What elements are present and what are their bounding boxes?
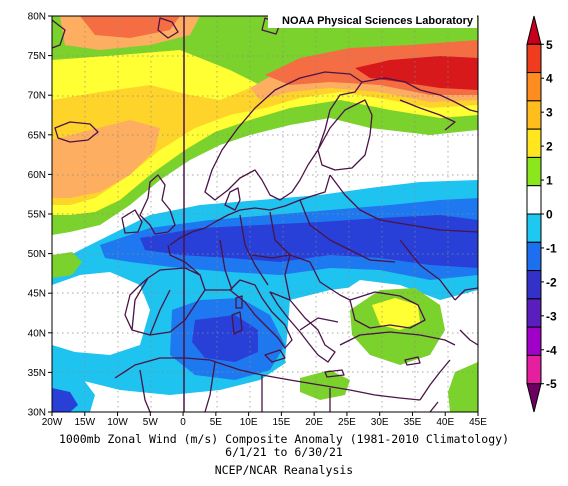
lat-tick-label: 70N (28, 91, 46, 102)
colorbar-swatch (526, 383, 542, 413)
lon-tick-label: 0 (180, 417, 186, 428)
longitude-axis: 20W 15W 10W 5W 0 5E 10E 15E 20E 25E 30E 35E 40E 45E (42, 412, 487, 428)
lat-tick-label: 60N (28, 170, 46, 181)
colorbar-label: 4 (546, 72, 553, 86)
positive-core-red (355, 56, 478, 90)
lon-tick-label: 25E (338, 417, 356, 428)
lon-tick-label: 15W (74, 417, 95, 428)
negative-patch-southwest-blue (52, 388, 78, 412)
colorbar-swatch (526, 128, 542, 158)
colorbar-label: 5 (546, 38, 553, 52)
caption-source: NCEP/NCAR Reanalysis (214, 463, 354, 477)
colorbar-label: -4 (546, 343, 557, 357)
colorbar-swatch (526, 241, 542, 272)
colorbar-swatch (526, 326, 542, 356)
lat-tick-label: 30N (28, 408, 46, 419)
colorbar-label: 3 (546, 106, 553, 120)
lon-tick-label: 15E (272, 417, 290, 428)
anomaly-field (52, 16, 478, 412)
colorbar-swatch (526, 43, 542, 74)
coastlines (52, 17, 478, 412)
lat-tick-label: 35N (28, 368, 46, 379)
lat-tick-label: 45N (28, 289, 46, 300)
graticule (52, 16, 478, 412)
lon-tick-label: 5E (210, 417, 223, 428)
lon-tick-label: 40E (436, 417, 454, 428)
colorbar: 5 4 3 2 1 0 -1 -2 -3 -4 -5 (526, 15, 557, 413)
negative-core-dark-blue (140, 215, 478, 268)
lon-tick-label: 20E (305, 417, 323, 428)
latitude-axis: 30N 35N 40N 45N 50N 55N 60N 65N 70N 75N 80N (28, 12, 52, 419)
positive-patch-atlantic (52, 252, 82, 278)
colorbar-label: 2 (546, 140, 553, 154)
colorbar-label: -3 (546, 309, 557, 323)
lon-tick-label: 35E (404, 417, 422, 428)
lat-tick-label: 80N (28, 12, 46, 23)
positive-top-red-orange (80, 16, 180, 38)
lat-tick-label: 40N (28, 328, 46, 339)
caption-title: 1000mb Zonal Wind (m/s) Composite Anomal… (58, 432, 510, 446)
colorbar-swatch (526, 298, 542, 328)
colorbar-swatch (526, 156, 542, 187)
colorbar-swatch (526, 270, 542, 300)
lat-tick-label: 50N (28, 249, 46, 260)
colorbar-label: -1 (546, 241, 557, 255)
lon-tick-label: 10W (107, 417, 128, 428)
colorbar-swatch (526, 100, 542, 130)
colorbar-swatch (526, 354, 542, 385)
colorbar-label: -2 (546, 275, 557, 289)
colorbar-label: 0 (546, 208, 553, 222)
positive-patch-turkey-yellow (372, 298, 420, 330)
lon-tick-label: 45E (469, 417, 487, 428)
lon-tick-label: 5W (143, 417, 159, 428)
colorbar-swatch (526, 213, 542, 243)
colorbar-label: 1 (546, 174, 553, 188)
zero-gap-iberia (52, 272, 150, 355)
credit-label: NOAA Physical Sciences Laboratory (268, 14, 477, 28)
positive-patch-east (448, 362, 478, 412)
lat-tick-label: 65N (28, 130, 46, 141)
colorbar-swatch (526, 15, 542, 45)
colorbar-label: -5 (546, 377, 557, 391)
lon-tick-label: 20W (42, 417, 63, 428)
colorbar-swatch (526, 72, 542, 102)
positive-patch-north-africa (300, 370, 350, 400)
lat-tick-label: 75N (28, 51, 46, 62)
colorbar-swatch (526, 185, 542, 215)
lon-tick-label: 10E (240, 417, 258, 428)
positive-band-gold (52, 55, 478, 205)
caption-date-range: 6/1/21 to 6/30/21 (225, 445, 343, 459)
lat-tick-label: 55N (28, 210, 46, 221)
lon-tick-label: 30E (371, 417, 389, 428)
positive-band-orange (52, 120, 160, 198)
